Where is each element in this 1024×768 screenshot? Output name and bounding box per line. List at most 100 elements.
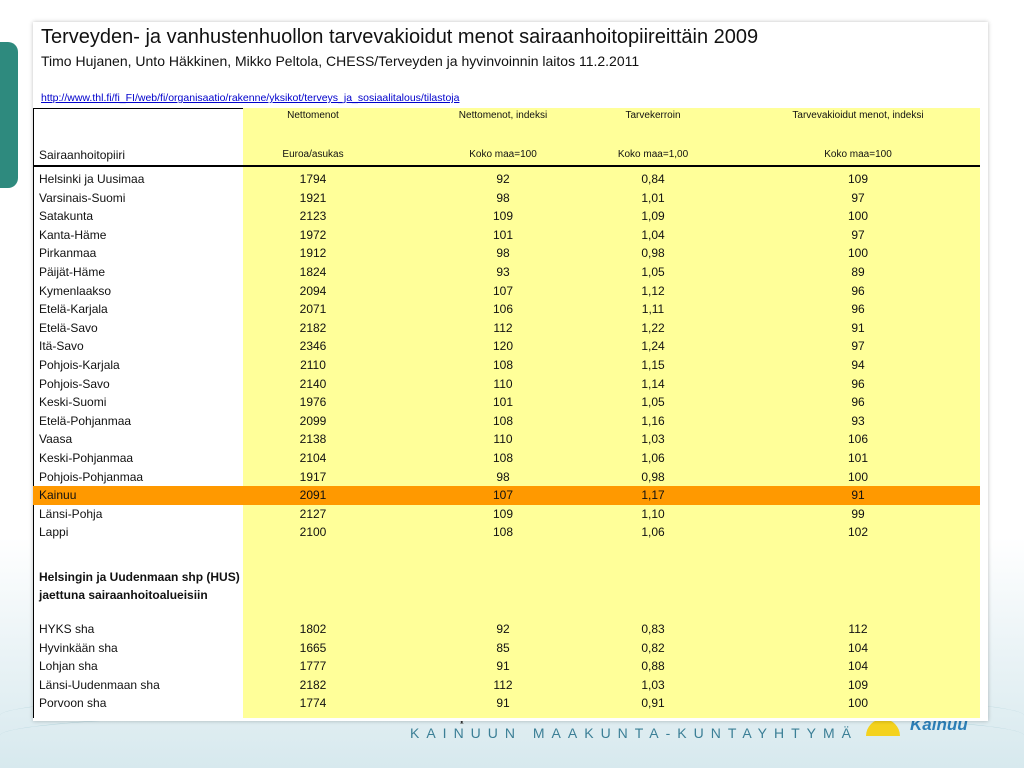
table-cell: 96 bbox=[851, 395, 865, 410]
row-name: Pohjois-Karjala bbox=[39, 357, 120, 372]
column-unit: Koko maa=1,00 bbox=[617, 149, 689, 160]
table-cell: 96 bbox=[851, 283, 865, 298]
table-row: Hyvinkään sha 1665 85 0,82 104 bbox=[33, 639, 980, 658]
table-cell: 1777 bbox=[299, 659, 327, 674]
table-cell: 1,15 bbox=[641, 357, 665, 372]
table-cell: 108 bbox=[492, 357, 514, 372]
table-cell: 108 bbox=[492, 450, 514, 465]
table-cell: 92 bbox=[496, 172, 510, 186]
table-cell: 108 bbox=[492, 413, 514, 428]
table-divider bbox=[33, 108, 34, 718]
table-cell: 100 bbox=[847, 209, 869, 224]
table-divider bbox=[33, 108, 243, 109]
table-cell: 0,98 bbox=[641, 246, 665, 261]
table-cell: 1921 bbox=[299, 190, 327, 205]
table-cell: 0,82 bbox=[641, 640, 665, 655]
table-row: Itä-Savo 2346 120 1,24 97 bbox=[33, 337, 980, 356]
row-name: Länsi-Uudenmaan sha bbox=[39, 677, 160, 692]
column-header: Tarvekerroin bbox=[625, 110, 681, 121]
table-cell: 100 bbox=[847, 246, 869, 261]
table-cell: 1,06 bbox=[641, 525, 665, 540]
table-cell: 1,06 bbox=[641, 450, 665, 465]
column-unit: Euroa/asukas bbox=[282, 149, 344, 160]
table-cell: 0,83 bbox=[641, 622, 665, 636]
table-row: Etelä-Pohjanmaa 2099 108 1,16 93 bbox=[33, 412, 980, 431]
row-name: Porvoon sha bbox=[39, 696, 107, 711]
table-row: Etelä-Karjala 2071 106 1,11 96 bbox=[33, 300, 980, 319]
table-cell: 1,10 bbox=[641, 506, 665, 521]
table-cell: 2346 bbox=[299, 339, 327, 354]
row-name: Etelä-Pohjanmaa bbox=[39, 413, 132, 428]
row-name: Pohjois-Savo bbox=[39, 376, 110, 391]
table-cell: 101 bbox=[847, 450, 869, 465]
table-cell: 0,91 bbox=[641, 696, 665, 711]
table-cell: 99 bbox=[851, 506, 865, 521]
table-row: Varsinais-Suomi 1921 98 1,01 97 bbox=[33, 189, 980, 208]
table-row: Keski-Pohjanmaa 2104 108 1,06 101 bbox=[33, 449, 980, 468]
table-cell: 2123 bbox=[299, 209, 327, 224]
table-cell: 1,03 bbox=[641, 432, 665, 447]
row-name: Helsinki ja Uusimaa bbox=[39, 172, 145, 186]
table-cell: 104 bbox=[847, 640, 869, 655]
table-cell: 1,05 bbox=[641, 395, 665, 410]
row-name: Kymenlaakso bbox=[39, 283, 112, 298]
table-cell: 85 bbox=[496, 640, 510, 655]
table-row: Pohjois-Karjala 2110 108 1,15 94 bbox=[33, 356, 980, 375]
group-label: Helsingin ja Uudenmaan shp (HUS) jaettun… bbox=[39, 570, 240, 602]
table-row: Pirkanmaa 1912 98 0,98 100 bbox=[33, 244, 980, 263]
table-cell: 1,17 bbox=[641, 488, 665, 503]
table-cell: 101 bbox=[492, 395, 514, 410]
column-header: Nettomenot, indeksi bbox=[458, 110, 548, 121]
table-cell: 91 bbox=[851, 488, 865, 503]
table-row: Vaasa 2138 110 1,03 106 bbox=[33, 430, 980, 449]
table-cell: 2140 bbox=[299, 376, 327, 391]
row-name: Itä-Savo bbox=[39, 339, 84, 354]
table-cell: 1972 bbox=[299, 227, 327, 242]
column-header: Nettomenot bbox=[287, 110, 339, 121]
table-cell: 102 bbox=[847, 525, 869, 540]
table-body-subgroup: HYKS sha 1802 92 0,83 112 Hyvinkään sha 1665 85… bbox=[33, 620, 980, 713]
table-cell: 1665 bbox=[299, 640, 327, 655]
table-cell: 2182 bbox=[299, 320, 327, 335]
table-cell: 100 bbox=[847, 696, 869, 711]
header-rule bbox=[33, 165, 980, 167]
table-row: Etelä-Savo 2182 112 1,22 91 bbox=[33, 319, 980, 338]
table-cell: 94 bbox=[851, 357, 865, 372]
table-cell: 1,22 bbox=[641, 320, 665, 335]
table-cell: 1,11 bbox=[641, 302, 665, 317]
row-name: HYKS sha bbox=[39, 622, 95, 636]
table-cell: 109 bbox=[847, 172, 869, 186]
table-cell: 112 bbox=[848, 622, 868, 636]
table-cell: 97 bbox=[851, 190, 865, 205]
page-subtitle: Timo Hujanen, Unto Häkkinen, Mikko Pelto… bbox=[41, 53, 640, 69]
sun-logo-icon bbox=[866, 719, 900, 736]
table-cell: 106 bbox=[847, 432, 869, 447]
table-row: Pohjois-Savo 2140 110 1,14 96 bbox=[33, 375, 980, 394]
table-cell: 1,09 bbox=[641, 209, 665, 224]
table-cell: 120 bbox=[492, 339, 514, 354]
table-cell: 0,98 bbox=[641, 469, 665, 484]
source-link[interactable]: http://www.thl.fi/fi_FI/web/fi/organisaa… bbox=[41, 92, 460, 104]
table-row: Helsinki ja Uusimaa 1794 92 0,84 109 bbox=[33, 170, 980, 189]
table-cell: 96 bbox=[851, 302, 865, 317]
table-row: Länsi-Pohja 2127 109 1,10 99 bbox=[33, 505, 980, 524]
page-title: Terveyden- ja vanhustenhuollon tarvevaki… bbox=[41, 26, 759, 48]
row-name: Vaasa bbox=[39, 432, 73, 447]
table-cell: 2110 bbox=[300, 357, 326, 372]
row-name: Lappi bbox=[39, 525, 69, 540]
table-cell: 108 bbox=[492, 525, 514, 540]
row-name: Länsi-Pohja bbox=[39, 506, 103, 521]
table-row: Kainuu 2091 107 1,17 91 bbox=[33, 486, 980, 505]
table-cell: 109 bbox=[492, 209, 514, 224]
table-cell: 109 bbox=[492, 506, 514, 521]
table-cell: 1,04 bbox=[641, 227, 665, 242]
table-cell: 2127 bbox=[299, 506, 327, 521]
table-row: Satakunta 2123 109 1,09 100 bbox=[33, 207, 980, 226]
table-cell: 1,01 bbox=[641, 190, 665, 205]
table-body: Helsinki ja Uusimaa 1794 92 0,84 109 Varsinai… bbox=[33, 170, 980, 542]
table-cell: 1774 bbox=[299, 696, 327, 711]
row-name: Pirkanmaa bbox=[39, 246, 97, 261]
table-cell: 1,12 bbox=[641, 283, 665, 298]
row-name: Etelä-Karjala bbox=[39, 302, 108, 317]
table-row: Kanta-Häme 1972 101 1,04 97 bbox=[33, 226, 980, 245]
